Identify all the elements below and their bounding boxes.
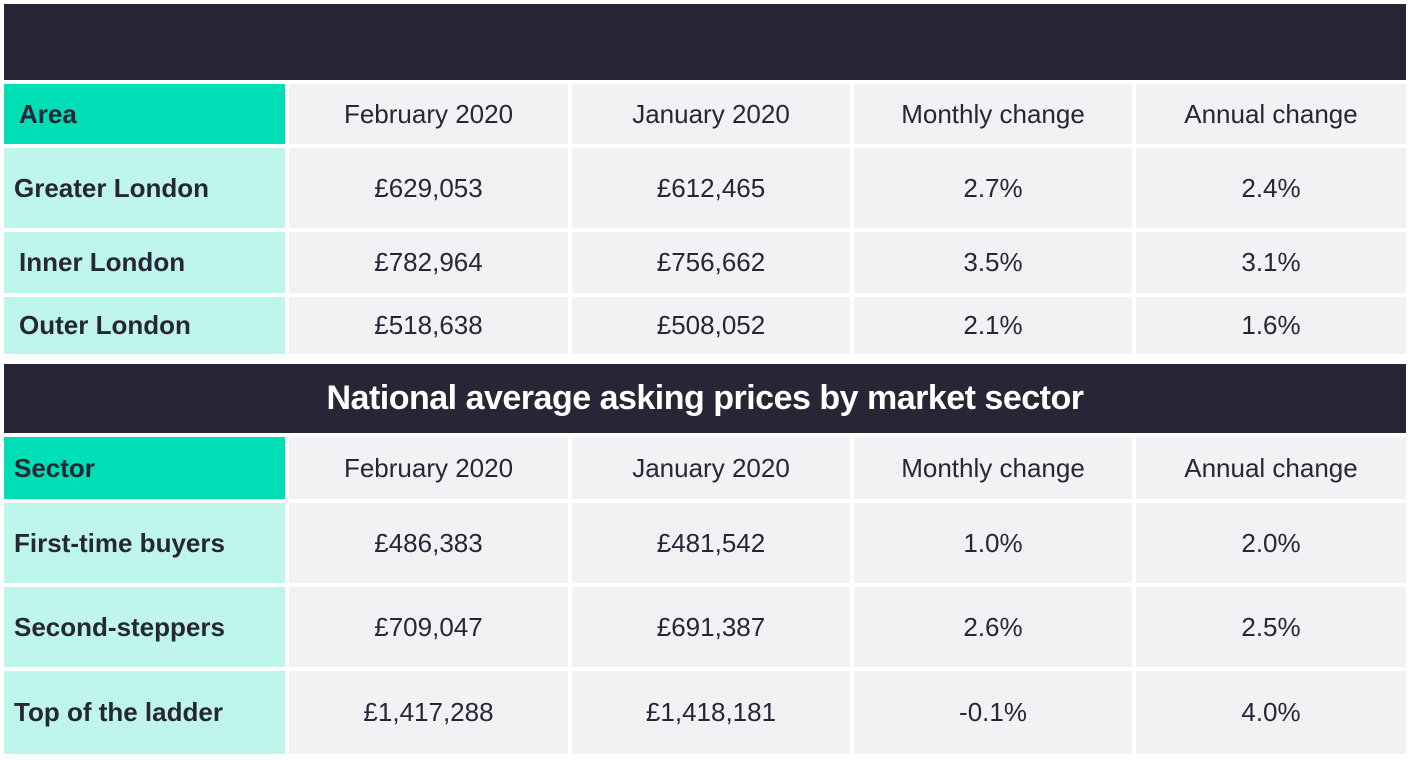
- row-label: Inner London: [4, 232, 285, 293]
- monthly-change-value: 3.5%: [854, 232, 1132, 293]
- row-label: Top of the ladder: [4, 671, 285, 754]
- row-label: Second-steppers: [4, 587, 285, 667]
- february-value: £518,638: [289, 297, 568, 354]
- february-value: £629,053: [289, 148, 568, 228]
- annual-change-value: 2.5%: [1136, 587, 1406, 667]
- row-label: Outer London: [4, 297, 285, 354]
- january-value: £508,052: [572, 297, 850, 354]
- annual-change-value: 3.1%: [1136, 232, 1406, 293]
- table-row: Inner London £782,964 £756,662 3.5% 3.1%: [4, 232, 1406, 293]
- table-row: First-time buyers £486,383 £481,542 1.0%…: [4, 503, 1406, 583]
- monthly-change-value: 1.0%: [854, 503, 1132, 583]
- header-sector: Sector: [4, 437, 285, 499]
- annual-change-value: 2.0%: [1136, 503, 1406, 583]
- header-annual-change: Annual change: [1136, 437, 1406, 499]
- top-banner: [4, 4, 1406, 80]
- table-row: Top of the ladder £1,417,288 £1,418,181 …: [4, 671, 1406, 754]
- row-label: First-time buyers: [4, 503, 285, 583]
- monthly-change-value: 2.6%: [854, 587, 1132, 667]
- january-value: £481,542: [572, 503, 850, 583]
- sector-banner-title: National average asking prices by market…: [326, 379, 1084, 417]
- header-area: Area: [4, 84, 285, 144]
- london-header-row: Area February 2020 January 2020 Monthly …: [4, 84, 1406, 144]
- february-value: £1,417,288: [289, 671, 568, 754]
- january-value: £612,465: [572, 148, 850, 228]
- header-january: January 2020: [572, 84, 850, 144]
- table-row: Greater London £629,053 £612,465 2.7% 2.…: [4, 148, 1406, 228]
- sector-header-row: Sector February 2020 January 2020 Monthl…: [4, 437, 1406, 499]
- header-annual-change: Annual change: [1136, 84, 1406, 144]
- january-value: £1,418,181: [572, 671, 850, 754]
- table-row: Second-steppers £709,047 £691,387 2.6% 2…: [4, 587, 1406, 667]
- header-january: January 2020: [572, 437, 850, 499]
- monthly-change-value: -0.1%: [854, 671, 1132, 754]
- header-february: February 2020: [289, 437, 568, 499]
- table-row: Outer London £518,638 £508,052 2.1% 1.6%: [4, 297, 1406, 354]
- january-value: £691,387: [572, 587, 850, 667]
- february-value: £782,964: [289, 232, 568, 293]
- annual-change-value: 2.4%: [1136, 148, 1406, 228]
- annual-change-value: 1.6%: [1136, 297, 1406, 354]
- header-monthly-change: Monthly change: [854, 84, 1132, 144]
- monthly-change-value: 2.7%: [854, 148, 1132, 228]
- january-value: £756,662: [572, 232, 850, 293]
- monthly-change-value: 2.1%: [854, 297, 1132, 354]
- row-label: Greater London: [4, 148, 285, 228]
- header-february: February 2020: [289, 84, 568, 144]
- header-monthly-change: Monthly change: [854, 437, 1132, 499]
- annual-change-value: 4.0%: [1136, 671, 1406, 754]
- february-value: £709,047: [289, 587, 568, 667]
- february-value: £486,383: [289, 503, 568, 583]
- sector-banner: National average asking prices by market…: [4, 364, 1406, 433]
